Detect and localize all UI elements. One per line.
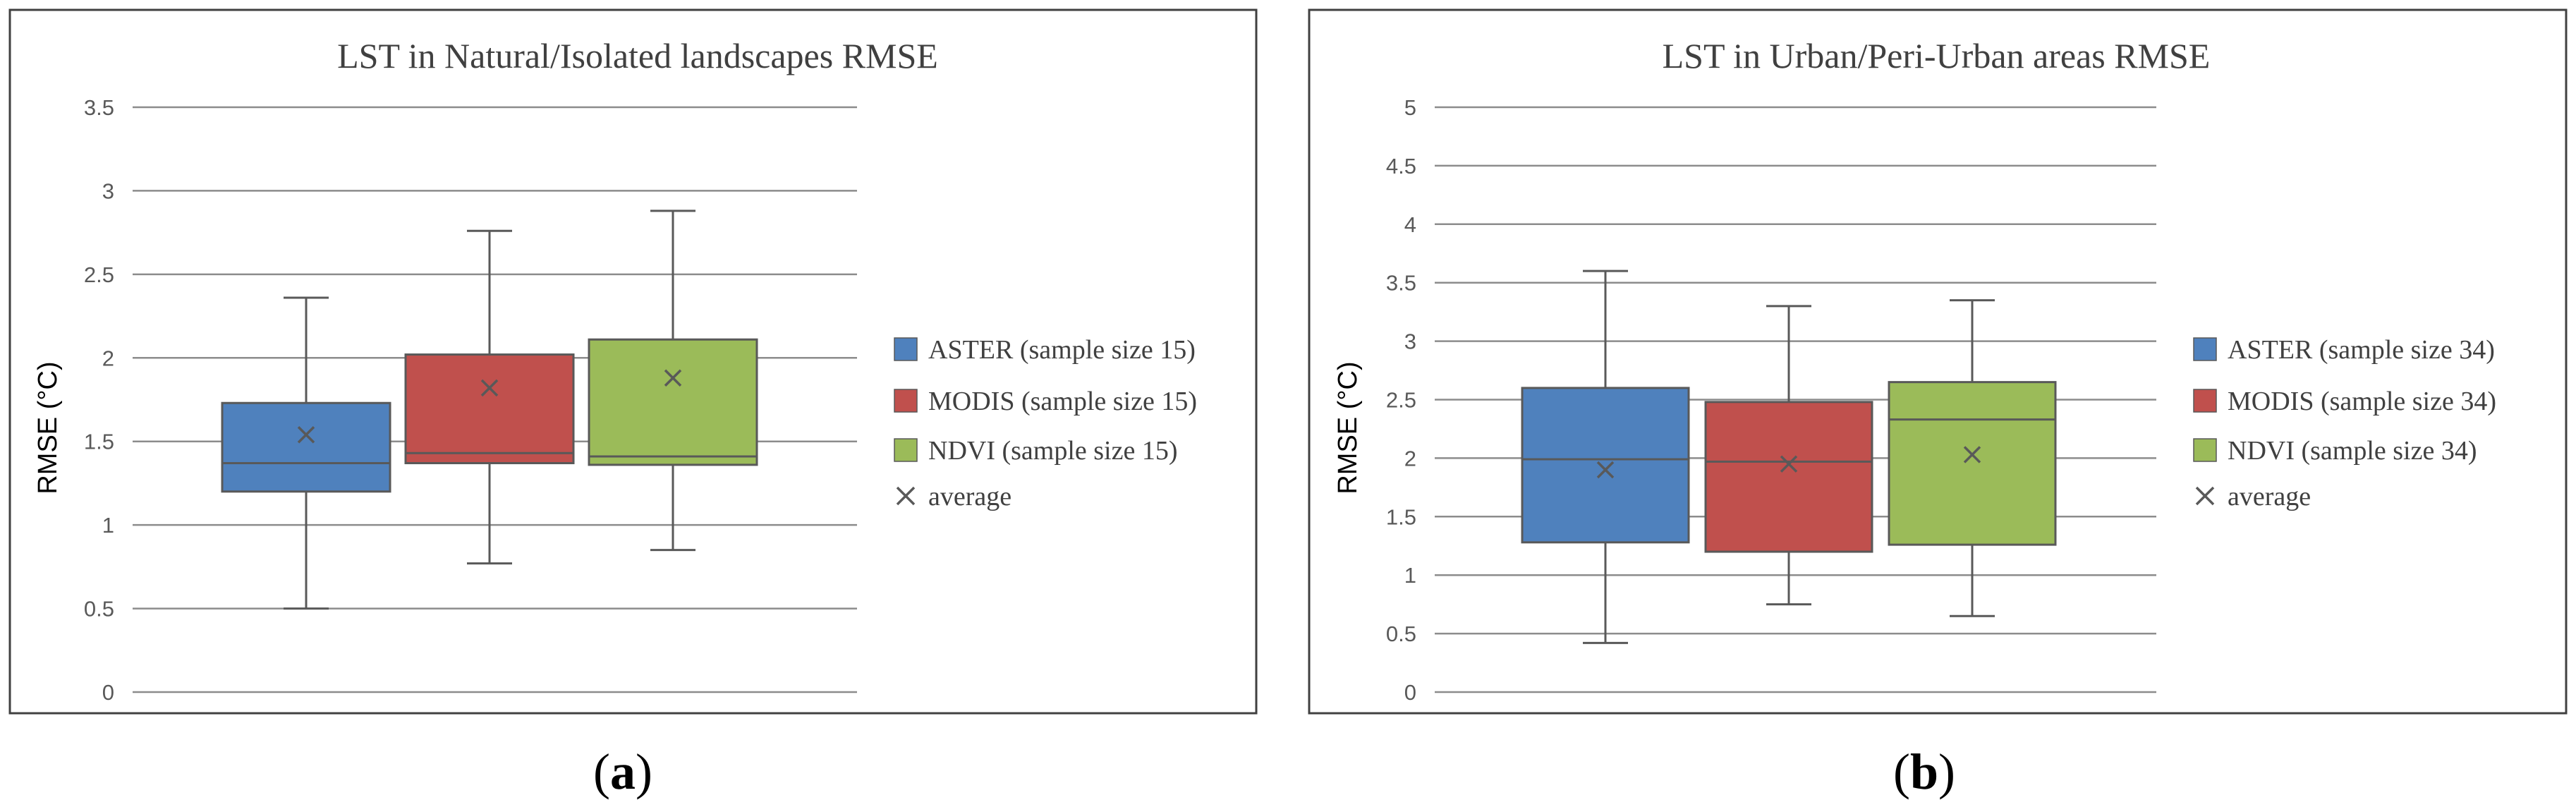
y-tick-label: 2.5 [1386, 388, 1416, 413]
y-tick-label: 2 [1404, 446, 1416, 471]
box-iqr [1704, 401, 1873, 553]
y-tick-label: 1.5 [84, 430, 114, 454]
legend: ASTER (sample size 34) MODIS (sample size… [2193, 335, 2496, 511]
panel-label-open: ( [593, 744, 610, 800]
box-iqr [221, 401, 391, 493]
legend-label-average: average [2228, 482, 2311, 511]
legend-label-ndvi: NDVI (sample size 34) [2228, 436, 2477, 466]
legend-swatch-modis [2193, 389, 2217, 413]
mean-marker [1596, 461, 1615, 479]
legend-swatch-modis [894, 389, 918, 413]
y-tick-label: 2.5 [84, 262, 114, 287]
y-axis-label: RMSE (°C) [1333, 361, 1363, 494]
legend-swatch-ndvi [2193, 438, 2217, 462]
box-modis [404, 229, 575, 565]
y-tick-label: 4.5 [1386, 154, 1416, 178]
chart-panel-a: LST in Natural/Isolated landscapes RMSE 0… [8, 8, 1258, 800]
chart-frame [1308, 8, 2568, 715]
legend-swatch-aster [894, 337, 918, 361]
mean-marker [1963, 446, 1981, 463]
y-tick-label: 0.5 [1386, 622, 1416, 646]
legend: ASTER (sample size 15) MODIS (sample size… [894, 335, 1197, 511]
y-tick-label: 1 [102, 513, 114, 538]
box-ndvi [1888, 299, 2057, 617]
panel-label-open: ( [1893, 744, 1910, 800]
box-iqr [588, 338, 758, 466]
y-tick-label: 4 [1404, 212, 1416, 237]
y-tick-label: 3.5 [1386, 271, 1416, 296]
legend-label-modis: MODIS (sample size 15) [928, 387, 1197, 416]
panel-label-close: ) [1938, 744, 1955, 800]
y-tick-label: 3 [1404, 329, 1416, 354]
box-aster [221, 296, 391, 610]
legend-label-modis: MODIS (sample size 34) [2228, 387, 2496, 416]
legend-label-ndvi: NDVI (sample size 15) [928, 436, 1178, 466]
chart-title: LST in Urban/Peri-Urban areas RMSE [1663, 36, 2211, 75]
mean-marker [664, 369, 682, 387]
y-tick-label: 1 [1404, 563, 1416, 588]
box-iqr [1888, 381, 2057, 546]
y-tick-label: 3 [102, 178, 114, 203]
legend-mean-marker [2195, 486, 2215, 506]
y-tick-label: 1.5 [1386, 504, 1416, 529]
box-iqr [404, 353, 575, 465]
panel-label: (b) [1893, 744, 1955, 800]
mean-marker [480, 379, 499, 397]
chart-panel-b: LST in Urban/Peri-Urban areas RMSE 0 0.5 1 1… [1308, 8, 2568, 800]
legend-swatch-ndvi [894, 438, 918, 462]
y-tick-label: 2 [102, 346, 114, 370]
y-tick-label: 0 [1404, 680, 1416, 705]
legend-label-aster: ASTER (sample size 15) [928, 335, 1196, 365]
panel-label-close: ) [636, 744, 652, 800]
box-ndvi [588, 210, 758, 552]
y-tick-label: 0.5 [84, 597, 114, 622]
mean-marker [1780, 455, 1798, 473]
y-tick-label: 3.5 [84, 95, 114, 120]
chart-title: LST in Natural/Isolated landscapes RMSE [337, 36, 938, 75]
box-modis [1704, 305, 1873, 606]
chart-frame [8, 8, 1258, 715]
y-axis-label: RMSE (°C) [33, 361, 63, 494]
legend-swatch-aster [2193, 337, 2217, 361]
y-tick-label: 0 [102, 680, 114, 705]
y-tick-label: 5 [1404, 95, 1416, 120]
legend-label-aster: ASTER (sample size 34) [2228, 335, 2495, 365]
box-aster [1521, 269, 1690, 644]
mean-marker [297, 426, 315, 444]
legend-label-average: average [928, 482, 1011, 511]
legend-mean-marker [896, 486, 916, 506]
box-iqr [1521, 387, 1690, 544]
panel-label: (a) [593, 744, 652, 800]
panel-label-letter: b [1910, 744, 1938, 800]
panel-label-letter: a [610, 744, 636, 800]
